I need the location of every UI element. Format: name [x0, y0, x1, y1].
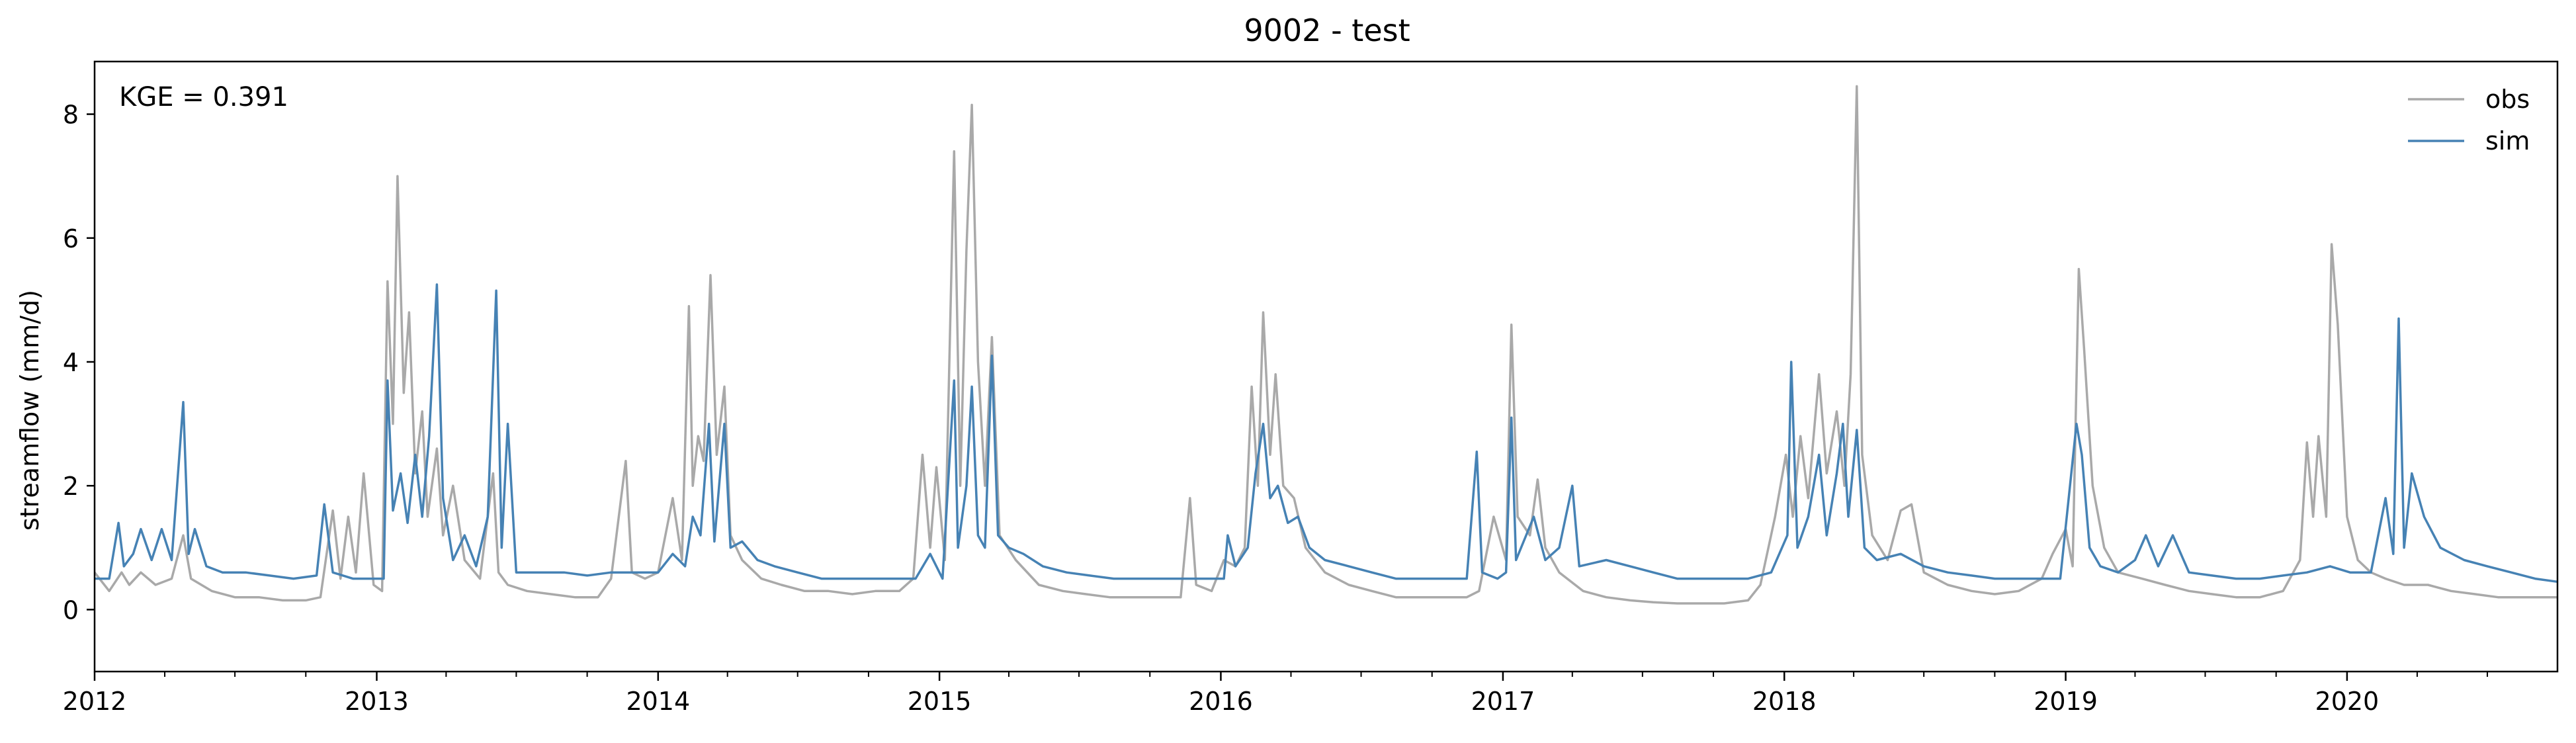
y-axis-label: streamflow (mm/d) — [15, 290, 44, 531]
y-tick-label: 6 — [63, 224, 79, 253]
x-tick-label: 2017 — [1471, 687, 1535, 716]
x-tick-label: 2019 — [2034, 687, 2098, 716]
y-tick-label: 8 — [63, 101, 79, 130]
y-tick-label: 4 — [63, 348, 79, 377]
legend-label-sim: sim — [2485, 126, 2530, 155]
x-tick-label: 2015 — [908, 687, 972, 716]
x-tick-label: 2020 — [2315, 687, 2380, 716]
x-tick-label: 2012 — [63, 687, 127, 716]
kge-annotation: KGE = 0.391 — [119, 82, 288, 112]
y-tick-label: 2 — [63, 472, 79, 501]
legend: obs sim — [2408, 85, 2530, 155]
x-tick-label: 2013 — [345, 687, 409, 716]
y-axis-ticks: 0 2 4 6 8 — [63, 101, 95, 625]
series-line-sim — [95, 283, 2558, 584]
x-axis-ticks: 2012 2013 2014 2015 2016 2017 2018 2019 2020 — [63, 672, 2488, 716]
chart-title: 9002 - test — [1244, 13, 1410, 48]
legend-label-obs: obs — [2485, 85, 2530, 114]
series-line-obs — [93, 85, 2557, 605]
series-layer — [93, 85, 2558, 605]
x-tick-label: 2018 — [1752, 687, 1817, 716]
x-tick-label: 2016 — [1189, 687, 1253, 716]
plot-area-frame — [93, 60, 2559, 673]
x-tick-label: 2014 — [626, 687, 690, 716]
y-tick-label: 0 — [63, 595, 79, 625]
